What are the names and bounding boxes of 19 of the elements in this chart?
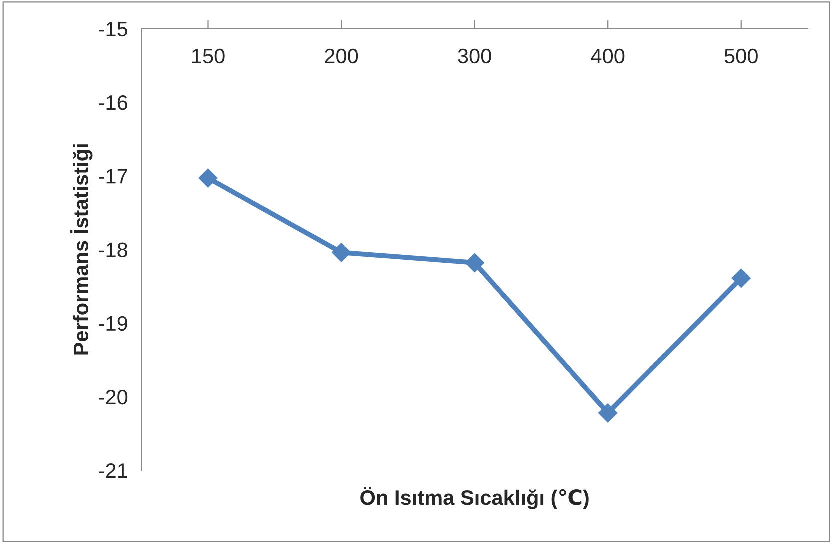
x-tick-label: 150	[192, 48, 225, 64]
y-axis-title: Performans İstatistiği	[70, 144, 93, 355]
x-tick-label: 200	[325, 48, 358, 64]
y-tick-label: -18	[99, 242, 128, 258]
x-tick-label: 400	[591, 48, 625, 64]
point	[598, 404, 618, 423]
y-tick-label: -20	[99, 390, 128, 405]
x-axis-title: Ön Isıtma Sıcaklığı (℃)	[360, 487, 589, 510]
point	[332, 243, 352, 262]
y-tick-label: -19	[99, 316, 128, 332]
point	[732, 268, 751, 288]
y-tick-label: -16	[99, 95, 128, 110]
x-tick-label: 300	[458, 48, 492, 64]
point	[465, 253, 484, 272]
y-tick-label: -21	[99, 464, 128, 478]
y-tick-label: -17	[99, 169, 128, 184]
y-tick-label: -15	[99, 22, 128, 37]
x-tick-label: 500	[724, 48, 758, 64]
point	[198, 168, 218, 188]
